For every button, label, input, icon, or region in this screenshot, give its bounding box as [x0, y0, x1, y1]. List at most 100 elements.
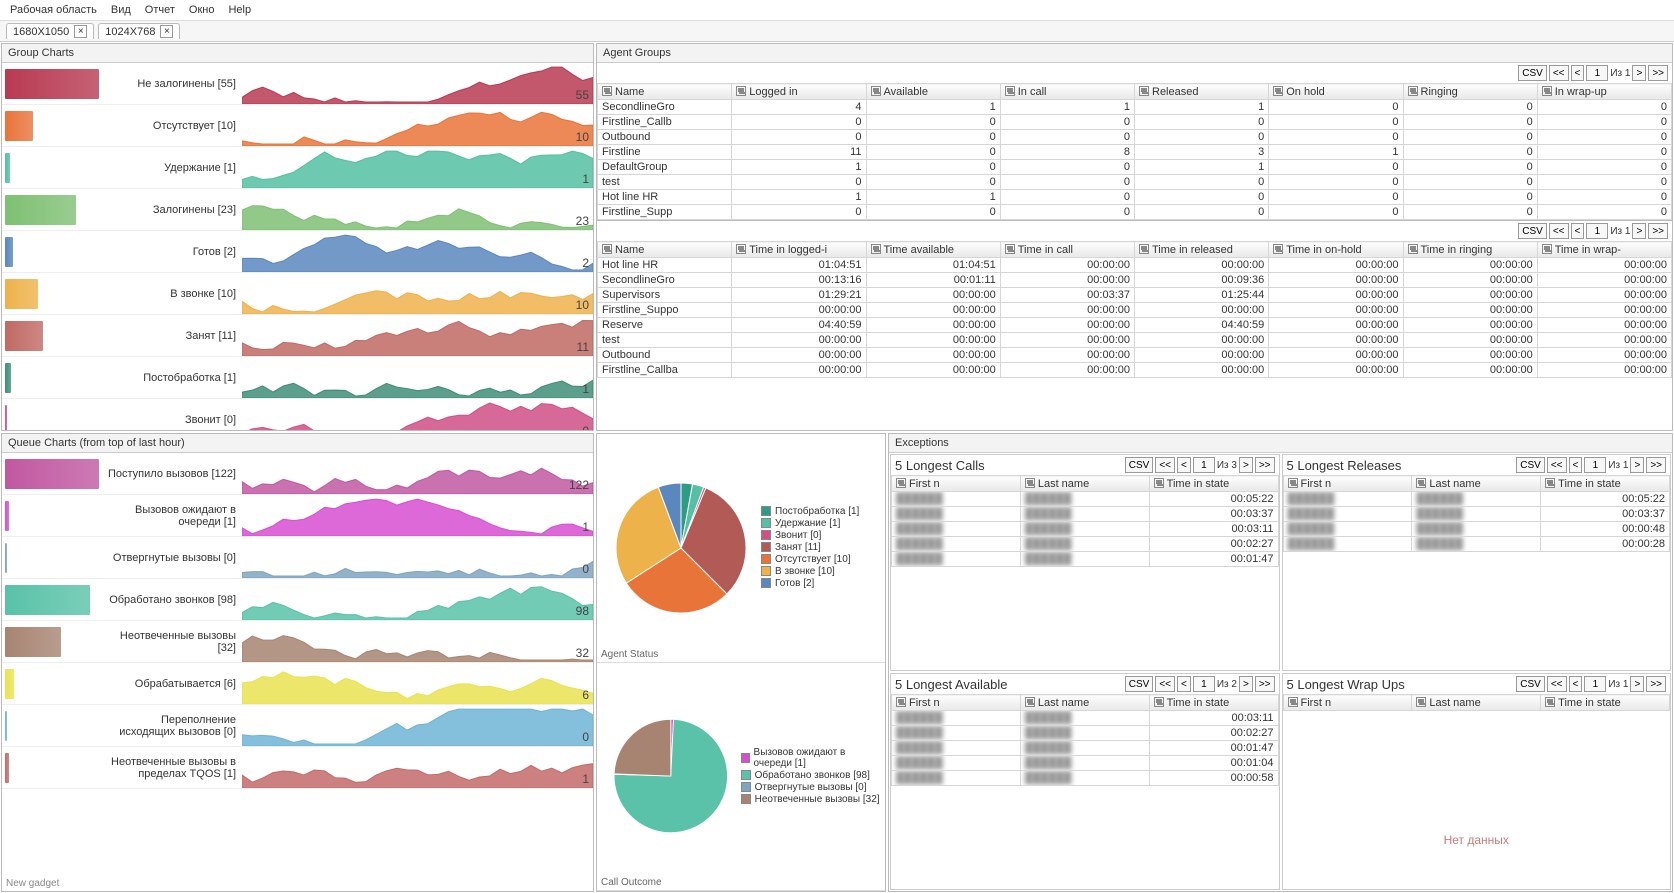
- filter-icon[interactable]: [1408, 86, 1418, 96]
- column-header[interactable]: First n: [892, 476, 1021, 492]
- column-header[interactable]: Time in state: [1541, 695, 1670, 711]
- pager-button[interactable]: >>: [1648, 223, 1668, 239]
- pager-button[interactable]: >: [1632, 223, 1646, 239]
- table-row[interactable]: DefaultGroup1001000: [598, 160, 1672, 175]
- table-row[interactable]: ████████████00:01:04: [892, 756, 1279, 771]
- table-row[interactable]: ████████████00:03:11: [892, 522, 1279, 537]
- pager-button[interactable]: <: [1571, 223, 1585, 239]
- column-header[interactable]: Released: [1135, 84, 1269, 100]
- pager-button[interactable]: CSV: [1125, 457, 1154, 473]
- table-row[interactable]: ████████████00:05:22: [1283, 492, 1670, 507]
- pager-button[interactable]: <: [1177, 457, 1191, 473]
- filter-icon[interactable]: [602, 244, 612, 254]
- table-row[interactable]: Firstline_Callb0000000: [598, 115, 1672, 130]
- column-header[interactable]: Time in ringing: [1403, 242, 1537, 258]
- pager-button[interactable]: <<: [1547, 457, 1567, 473]
- table-row[interactable]: Firstline_Supp0000000: [598, 205, 1672, 220]
- column-header[interactable]: Logged in: [732, 84, 866, 100]
- page-input[interactable]: [1584, 457, 1606, 473]
- filter-icon[interactable]: [1005, 244, 1015, 254]
- table-row[interactable]: ████████████00:01:47: [892, 552, 1279, 567]
- filter-icon[interactable]: [1025, 697, 1035, 707]
- table-row[interactable]: ████████████00:03:37: [892, 507, 1279, 522]
- filter-icon[interactable]: [1408, 244, 1418, 254]
- column-header[interactable]: Time in released: [1135, 242, 1269, 258]
- column-header[interactable]: Ringing: [1403, 84, 1537, 100]
- table-row[interactable]: Outbound00:00:0000:00:0000:00:0000:00:00…: [598, 348, 1672, 363]
- column-header[interactable]: On hold: [1269, 84, 1403, 100]
- tab[interactable]: 1024X768×: [98, 23, 180, 39]
- table-row[interactable]: Outbound0000000: [598, 130, 1672, 145]
- table-row[interactable]: Hot line HR1100000: [598, 190, 1672, 205]
- menu-item[interactable]: Рабочая область: [10, 4, 97, 16]
- pager-button[interactable]: >: [1632, 65, 1646, 81]
- pager-button[interactable]: >>: [1646, 457, 1666, 473]
- table-row[interactable]: ████████████00:03:37: [1283, 507, 1670, 522]
- column-header[interactable]: Time in wrap-: [1537, 242, 1671, 258]
- filter-icon[interactable]: [896, 478, 906, 488]
- column-header[interactable]: First n: [1283, 695, 1412, 711]
- filter-icon[interactable]: [736, 244, 746, 254]
- column-header[interactable]: Name: [598, 84, 732, 100]
- menu-item[interactable]: Окно: [189, 4, 215, 16]
- pager-button[interactable]: <: [1177, 676, 1191, 692]
- pager-button[interactable]: >>: [1648, 65, 1668, 81]
- filter-icon[interactable]: [1545, 697, 1555, 707]
- table-row[interactable]: Firstline_Callba00:00:0000:00:0000:00:00…: [598, 363, 1672, 378]
- page-input[interactable]: [1193, 457, 1215, 473]
- table-row[interactable]: Reserve04:40:5900:00:0000:00:0004:40:590…: [598, 318, 1672, 333]
- table-row[interactable]: ████████████00:00:28: [1283, 537, 1670, 552]
- column-header[interactable]: First n: [1283, 476, 1412, 492]
- filter-icon[interactable]: [1288, 697, 1298, 707]
- filter-icon[interactable]: [1542, 244, 1552, 254]
- pager-button[interactable]: <<: [1549, 223, 1569, 239]
- pager-button[interactable]: <<: [1547, 676, 1567, 692]
- close-icon[interactable]: ×: [74, 25, 87, 38]
- filter-icon[interactable]: [602, 86, 612, 96]
- menu-item[interactable]: Help: [228, 4, 251, 16]
- menu-item[interactable]: Отчет: [145, 4, 175, 16]
- column-header[interactable]: Time in state: [1149, 695, 1278, 711]
- column-header[interactable]: Time in state: [1149, 476, 1278, 492]
- pager-button[interactable]: >: [1239, 676, 1253, 692]
- pager-button[interactable]: CSV: [1516, 676, 1545, 692]
- filter-icon[interactable]: [736, 86, 746, 96]
- filter-icon[interactable]: [1139, 86, 1149, 96]
- column-header[interactable]: Time in logged-i: [732, 242, 866, 258]
- table-row[interactable]: ████████████00:00:48: [1283, 522, 1670, 537]
- menu-item[interactable]: Вид: [111, 4, 131, 16]
- column-header[interactable]: Last name: [1412, 695, 1541, 711]
- column-header[interactable]: Name: [598, 242, 732, 258]
- filter-icon[interactable]: [896, 697, 906, 707]
- filter-icon[interactable]: [1542, 86, 1552, 96]
- column-header[interactable]: Available: [866, 84, 1000, 100]
- filter-icon[interactable]: [1154, 478, 1164, 488]
- new-gadget-link[interactable]: New gadget: [2, 876, 593, 891]
- filter-icon[interactable]: [1025, 478, 1035, 488]
- pager-button[interactable]: >>: [1646, 676, 1666, 692]
- tab[interactable]: 1680X1050×: [6, 23, 94, 39]
- filter-icon[interactable]: [1273, 244, 1283, 254]
- table-row[interactable]: Hot line HR01:04:5101:04:5100:00:0000:00…: [598, 258, 1672, 273]
- column-header[interactable]: Time in state: [1541, 476, 1670, 492]
- column-header[interactable]: Last name: [1020, 695, 1149, 711]
- close-icon[interactable]: ×: [160, 25, 173, 38]
- pager-button[interactable]: <<: [1549, 65, 1569, 81]
- table-row[interactable]: Firstline11083100: [598, 145, 1672, 160]
- column-header[interactable]: Last name: [1412, 476, 1541, 492]
- table-row[interactable]: ████████████00:00:58: [892, 771, 1279, 786]
- page-input[interactable]: [1586, 223, 1608, 239]
- table-row[interactable]: test00:00:0000:00:0000:00:0000:00:0000:0…: [598, 333, 1672, 348]
- column-header[interactable]: Time available: [866, 242, 1000, 258]
- pager-button[interactable]: <<: [1155, 457, 1175, 473]
- pager-button[interactable]: >: [1630, 457, 1644, 473]
- filter-icon[interactable]: [1288, 478, 1298, 488]
- filter-icon[interactable]: [1273, 86, 1283, 96]
- column-header[interactable]: Last name: [1020, 476, 1149, 492]
- pager-button[interactable]: CSV: [1518, 223, 1547, 239]
- pager-button[interactable]: >>: [1255, 457, 1275, 473]
- filter-icon[interactable]: [871, 86, 881, 96]
- table-row[interactable]: test0000000: [598, 175, 1672, 190]
- filter-icon[interactable]: [1005, 86, 1015, 96]
- table-row[interactable]: Supervisors01:29:2100:00:0000:03:3701:25…: [598, 288, 1672, 303]
